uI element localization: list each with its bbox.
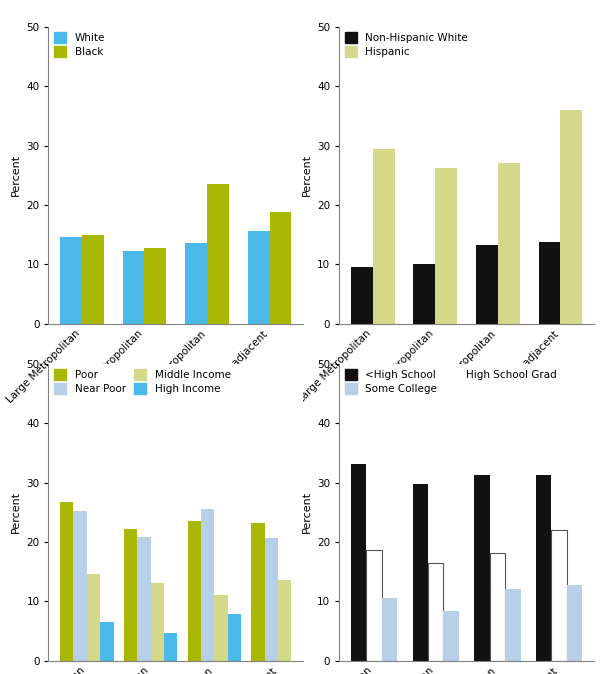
Legend: Non-Hispanic White, Hispanic: Non-Hispanic White, Hispanic <box>345 32 468 57</box>
Bar <box>561 110 582 324</box>
Y-axis label: Percent: Percent <box>302 154 311 196</box>
Bar <box>490 553 505 661</box>
Bar <box>248 231 270 324</box>
Y-axis label: Percent: Percent <box>11 491 21 533</box>
Bar <box>187 521 201 661</box>
Bar <box>428 563 444 661</box>
Bar <box>150 583 164 661</box>
Bar <box>373 148 395 324</box>
Bar <box>476 245 498 324</box>
Bar <box>278 580 291 661</box>
Bar <box>382 598 397 661</box>
Bar <box>444 611 459 661</box>
Bar <box>551 530 567 661</box>
Bar <box>435 168 458 324</box>
Bar <box>270 212 291 324</box>
Legend: White, Black: White, Black <box>54 32 105 57</box>
Bar <box>82 235 104 324</box>
Bar <box>60 502 73 661</box>
Bar <box>567 585 582 661</box>
Bar <box>122 251 144 324</box>
Y-axis label: Percent: Percent <box>11 154 21 196</box>
Bar <box>413 264 435 324</box>
Bar <box>505 589 521 661</box>
Bar <box>207 183 229 324</box>
Bar <box>201 509 215 661</box>
Bar <box>413 485 428 661</box>
Bar <box>60 237 82 324</box>
Bar <box>228 613 241 661</box>
Bar <box>536 475 551 661</box>
Legend: Poor, Near Poor, Middle Income, High Income: Poor, Near Poor, Middle Income, High Inc… <box>54 369 231 394</box>
Bar <box>124 529 137 661</box>
Bar <box>351 464 367 661</box>
Bar <box>164 634 178 661</box>
Bar <box>251 523 265 661</box>
Bar <box>498 163 520 324</box>
Bar <box>137 537 150 661</box>
Y-axis label: Percent: Percent <box>302 491 311 533</box>
Bar <box>185 243 207 324</box>
Bar <box>539 242 561 324</box>
Bar <box>87 574 100 661</box>
Bar <box>73 511 87 661</box>
Bar <box>215 595 228 661</box>
Bar <box>144 247 167 324</box>
Bar <box>100 622 113 661</box>
Legend: <High School, Some College, High School Grad: <High School, Some College, High School … <box>345 369 557 394</box>
Bar <box>265 539 278 661</box>
Bar <box>367 549 382 661</box>
Bar <box>351 267 373 324</box>
Bar <box>474 475 490 661</box>
